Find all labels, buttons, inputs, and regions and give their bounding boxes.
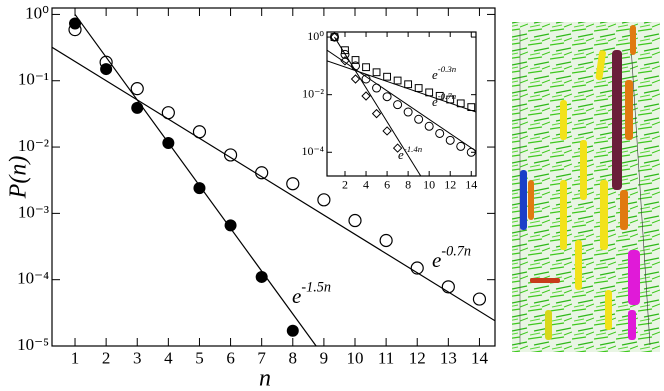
annotation-exponent: -0.3n	[438, 64, 457, 74]
x-tick-label: 14	[465, 177, 477, 191]
point	[472, 292, 487, 306]
x-tick-label: 6	[226, 349, 235, 368]
point	[382, 92, 392, 102]
y-tick-label: 10⁻²	[302, 86, 324, 100]
point	[340, 56, 350, 66]
point	[224, 219, 237, 232]
x-tick-label: 13	[440, 349, 457, 368]
x-tick-label: 8	[289, 349, 298, 368]
point	[379, 233, 393, 248]
plot-area	[52, 14, 495, 346]
point	[410, 261, 424, 275]
x-tick-label: 2	[102, 349, 111, 368]
point	[68, 23, 82, 37]
point	[383, 72, 391, 81]
x-tick-label: 6	[384, 177, 390, 191]
point	[131, 101, 144, 114]
y-axis-label: P(n)	[6, 156, 32, 200]
fit-line	[334, 36, 422, 176]
annotation-base: e	[432, 248, 441, 272]
point	[351, 56, 360, 64]
simulation-snapshot	[512, 22, 660, 352]
point	[441, 280, 455, 294]
annotation-exponent: -1.5n	[301, 280, 331, 296]
point	[361, 91, 371, 101]
x-tick-label: 14	[471, 349, 489, 368]
chart: 1 2 3 4 5 6 7 8 9 10 11 12 13 1410⁰10⁻¹10⁻²10⁻³10⁻⁴10…	[6, 3, 496, 391]
y-tick-label: 10⁻⁴	[17, 269, 49, 288]
annotation-exponent: -0.7n	[441, 244, 471, 260]
point	[223, 148, 238, 162]
x-tick-label: 12	[444, 177, 456, 191]
point	[193, 182, 206, 195]
y-tick-label: 10⁰	[307, 29, 324, 43]
x-tick-label: 11	[378, 349, 394, 368]
point	[456, 141, 466, 151]
annotation: e-0.7n	[432, 91, 457, 109]
x-tick-label: 9	[320, 349, 329, 368]
x-tick-label: 7	[257, 349, 266, 368]
fit-line	[52, 46, 495, 322]
x-tick-label: 8	[405, 177, 411, 191]
fit-line	[74, 14, 317, 346]
point	[362, 63, 370, 72]
x-tick-label: 3	[133, 349, 142, 368]
point	[286, 324, 299, 337]
fit-line	[327, 49, 476, 152]
annotation-exponent: -1.4n	[404, 144, 423, 154]
x-tick-label: 2	[342, 177, 348, 191]
point	[392, 143, 403, 153]
point	[435, 128, 445, 138]
annotation: e-0.7n	[432, 244, 471, 272]
point	[255, 270, 268, 283]
x-tick-label: 1	[71, 349, 80, 368]
point	[317, 193, 331, 207]
point	[414, 114, 424, 124]
annotation-base: e	[432, 94, 438, 109]
x-tick-label: 10	[347, 349, 364, 368]
y-tick-label: 10⁰	[25, 3, 49, 22]
annotation-exponent: -0.7n	[438, 91, 457, 101]
point	[403, 107, 413, 117]
annotation-base: e	[432, 67, 438, 82]
point	[130, 82, 144, 96]
y-tick-label: 10⁻⁵	[17, 335, 49, 354]
annotation-base: e	[292, 284, 301, 308]
x-tick-label: 10	[423, 177, 435, 191]
x-tick-label: 12	[409, 349, 426, 368]
point	[100, 63, 113, 76]
point	[371, 108, 382, 119]
point	[372, 68, 381, 77]
point	[445, 135, 455, 145]
point	[424, 121, 434, 131]
x-tick-label: 4	[164, 349, 173, 368]
plot-area	[327, 32, 476, 176]
point	[393, 100, 403, 110]
x-tick-label: 5	[195, 349, 204, 368]
y-tick-label: 10⁻¹	[18, 70, 49, 89]
point	[340, 49, 350, 59]
point	[350, 74, 361, 84]
point	[348, 213, 362, 228]
annotation: e-1.5n	[292, 280, 331, 308]
point	[329, 32, 340, 42]
annotation-base: e	[398, 147, 404, 162]
y-tick-label: 10⁻³	[18, 202, 49, 221]
point	[393, 76, 402, 85]
x-tick-label: 4	[363, 177, 369, 191]
annotation: e-0.3n	[432, 64, 457, 82]
y-tick-label: 10⁻⁴	[301, 144, 324, 158]
point	[286, 177, 300, 191]
y-tick-label: 10⁻²	[18, 136, 49, 155]
plot-frame	[51, 7, 496, 347]
annotation: e-1.4n	[398, 144, 423, 162]
point	[414, 84, 423, 92]
point	[404, 80, 413, 89]
fit-line	[327, 60, 476, 113]
plot-frame	[326, 31, 477, 177]
point	[382, 126, 392, 136]
x-axis-label: n	[259, 366, 271, 391]
